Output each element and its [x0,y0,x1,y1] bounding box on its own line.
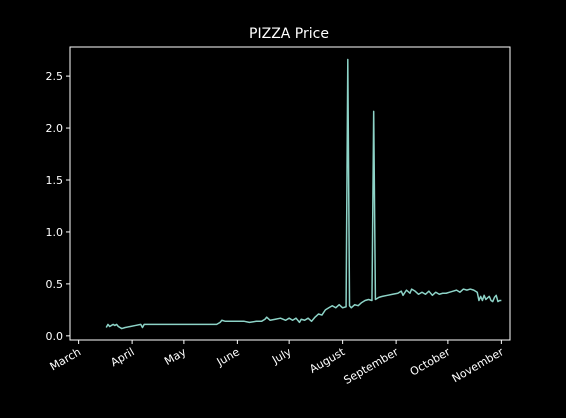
y-tick-label: 0.0 [46,330,64,343]
plot-area [105,58,502,330]
y-tick-label: 1.5 [46,174,64,187]
plot-frame [69,46,511,341]
y-tick-label: 0.5 [46,278,64,291]
y-tick-label: 1.0 [46,226,64,239]
price-series-line [105,58,502,330]
y-tick-label: 2.0 [46,122,64,135]
y-axis: 0.0 0.5 1.0 1.5 2.0 2.5 [46,70,70,343]
chart-title: PIZZA Price [249,26,329,42]
y-tick-label: 2.5 [46,70,64,83]
